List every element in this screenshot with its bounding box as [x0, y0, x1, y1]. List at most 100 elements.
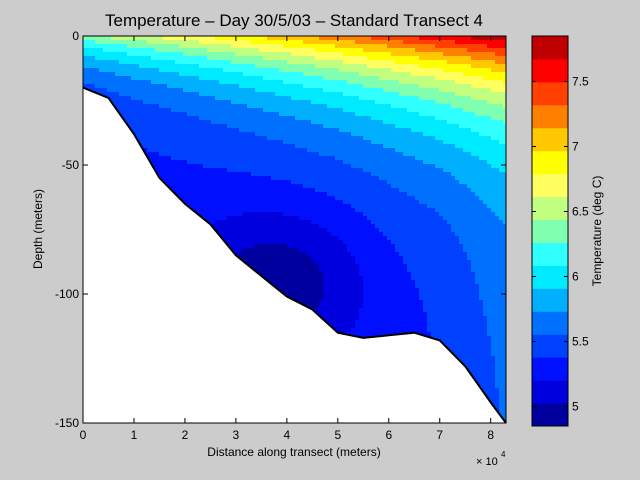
contour-cell	[199, 120, 204, 125]
contour-cell	[211, 212, 216, 217]
contour-cell	[167, 92, 172, 97]
contour-cell	[179, 140, 184, 145]
contour-cell	[175, 144, 180, 149]
contour-cell	[247, 72, 252, 77]
contour-cell	[143, 92, 148, 97]
contour-cell	[283, 208, 288, 213]
contour-cell	[287, 92, 292, 97]
contour-cell	[151, 160, 156, 165]
contour-cell	[167, 40, 172, 45]
contour-cell	[167, 152, 172, 157]
contour-cell	[187, 36, 192, 41]
contour-cell	[95, 68, 100, 73]
contour-cell	[255, 84, 260, 89]
contour-cell	[167, 164, 172, 169]
contour-cell	[115, 88, 120, 93]
contour-cell	[203, 120, 208, 125]
contour-cell	[271, 112, 276, 117]
contour-cell	[235, 100, 240, 105]
contour-cell	[235, 212, 240, 217]
contour-cell	[223, 160, 228, 165]
contour-cell	[223, 36, 228, 41]
contour-cell	[211, 160, 216, 165]
contour-cell	[135, 124, 140, 129]
contour-cell	[207, 112, 212, 117]
contour-cell	[87, 68, 92, 73]
contour-cell	[271, 144, 276, 149]
contour-cell	[259, 116, 264, 121]
contour-cell	[223, 108, 228, 113]
contour-cell	[287, 56, 292, 61]
contour-cell	[251, 184, 256, 189]
contour-cell	[251, 92, 256, 97]
contour-cell	[247, 192, 252, 197]
contour-cell	[247, 92, 252, 97]
contour-cell	[99, 40, 104, 45]
contour-cell	[247, 136, 252, 141]
contour-cell	[155, 144, 160, 149]
contour-cell	[107, 60, 112, 65]
contour-cell	[263, 192, 268, 197]
contour-cell	[215, 192, 220, 197]
contour-cell	[191, 112, 196, 117]
contour-cell	[279, 136, 284, 141]
contour-cell	[95, 72, 100, 77]
contour-cell	[127, 48, 132, 53]
contour-cell	[211, 60, 216, 65]
contour-cell	[83, 64, 88, 69]
contour-cell	[259, 176, 264, 181]
contour-cell	[163, 144, 168, 149]
contour-cell	[227, 164, 232, 169]
contour-cell	[235, 188, 240, 193]
contour-cell	[271, 252, 276, 257]
contour-cell	[159, 84, 164, 89]
contour-cell	[207, 84, 212, 89]
contour-cell	[127, 88, 132, 93]
contour-cell	[255, 36, 260, 41]
contour-cell	[235, 168, 240, 173]
contour-cell	[159, 96, 164, 101]
contour-cell	[267, 148, 272, 153]
contour-cell	[151, 68, 156, 73]
contour-cell	[251, 84, 256, 89]
contour-cell	[235, 80, 240, 85]
contour-cell	[231, 220, 236, 225]
contour-cell	[251, 164, 256, 169]
contour-cell	[251, 156, 256, 161]
contour-cell	[243, 80, 248, 85]
contour-cell	[151, 56, 156, 61]
contour-cell	[275, 136, 280, 141]
contour-cell	[171, 104, 176, 109]
contour-cell	[267, 100, 272, 105]
contour-cell	[207, 68, 212, 73]
contour-cell	[227, 200, 232, 205]
contour-cell	[211, 56, 216, 61]
contour-cell	[215, 124, 220, 129]
contour-cell	[123, 88, 128, 93]
contour-cell	[235, 56, 240, 61]
contour-cell	[119, 48, 124, 53]
contour-cell	[155, 76, 160, 81]
contour-cell	[279, 176, 284, 181]
contour-cell	[231, 128, 236, 133]
contour-cell	[267, 60, 272, 65]
contour-cell	[147, 148, 152, 153]
contour-cell	[175, 156, 180, 161]
contour-cell	[251, 96, 256, 101]
contour-cell	[243, 244, 248, 249]
contour-cell	[139, 104, 144, 109]
contour-cell	[259, 220, 264, 225]
contour-cell	[223, 152, 228, 157]
contour-cell	[175, 68, 180, 73]
contour-cell	[159, 116, 164, 121]
contour-cell	[199, 96, 204, 101]
contour-cell	[247, 160, 252, 165]
contour-cell	[267, 172, 272, 177]
contour-cell	[127, 116, 132, 121]
contour-cell	[283, 80, 288, 85]
contour-cell	[147, 128, 152, 133]
contour-cell	[175, 124, 180, 129]
contour-cell	[175, 84, 180, 89]
contour-cell	[179, 144, 184, 149]
contour-cell	[183, 44, 188, 49]
